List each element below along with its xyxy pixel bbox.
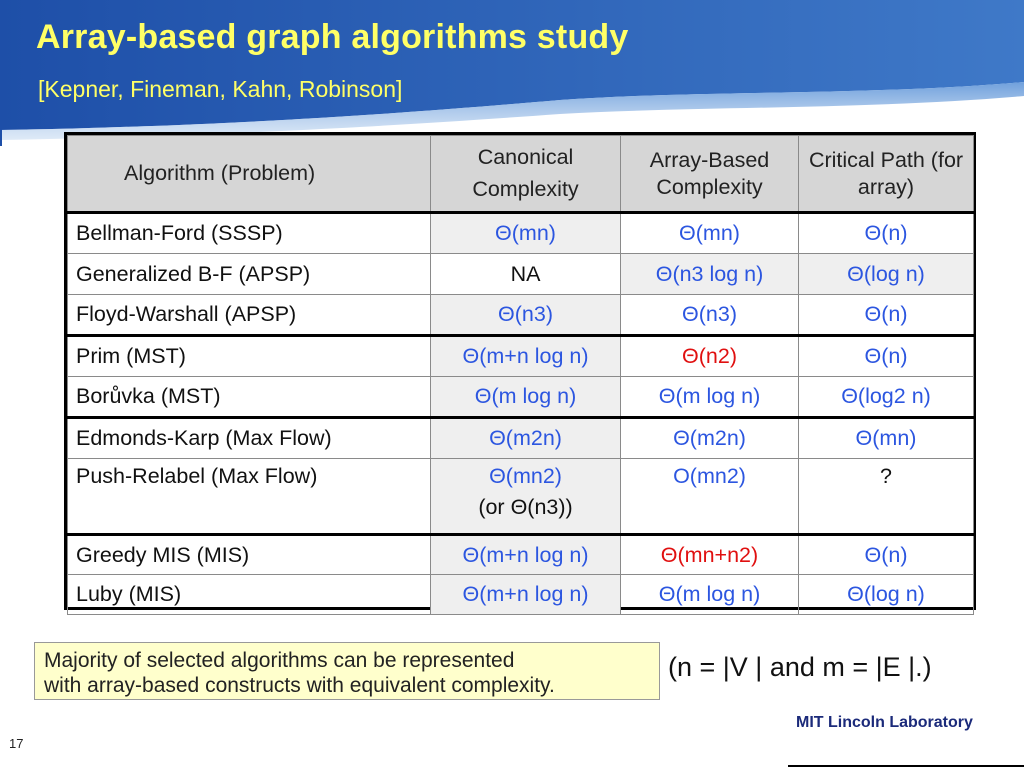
table-row: Floyd-Warshall (APSP) Θ(n3) Θ(n3) Θ(n) (67, 294, 974, 336)
algorithm-cell: Generalized B-F (APSP) (67, 253, 431, 295)
critical-cell: Θ(n) (798, 294, 974, 336)
slide-subtitle: [Kepner, Fineman, Kahn, Robinson] (38, 76, 403, 102)
critical-cell: Θ(n) (798, 334, 974, 377)
critical-cell: Θ(n) (798, 212, 974, 254)
table-row: Generalized B-F (APSP) NA Θ(n3 log n) Θ(… (67, 253, 974, 295)
algorithm-cell: Luby (MIS) (67, 574, 431, 615)
canonical-cell: Θ(m2n) (430, 416, 621, 459)
table-row: Luby (MIS) Θ(m+n log n) Θ(m log n) Θ(log… (67, 574, 974, 615)
array-cell: Θ(mn+n2) (620, 533, 799, 575)
canonical-cell: Θ(m+n log n) (430, 334, 621, 377)
algorithm-cell: Greedy MIS (MIS) (67, 533, 431, 575)
algorithm-cell: Borůvka (MST) (67, 376, 431, 418)
array-cell: Θ(n3) (620, 294, 799, 336)
table-row: Push-Relabel (Max Flow) Θ(mn2) (or Θ(n3)… (67, 458, 974, 535)
critical-cell: ? (798, 458, 974, 535)
header-critical-path: Critical Path (for array) (798, 135, 974, 214)
critical-cell: Θ(log2 n) (798, 376, 974, 418)
critical-cell: Θ(n) (798, 533, 974, 575)
complexity-table: Algorithm (Problem) Canonical Complexity… (64, 132, 976, 615)
header-algorithm: Algorithm (Problem) (67, 135, 431, 214)
array-cell: Θ(n3 log n) (620, 253, 799, 295)
array-cell: Θ(n2) (620, 334, 799, 377)
algorithm-cell: Edmonds-Karp (Max Flow) (67, 416, 431, 459)
array-cell: Θ(m log n) (620, 376, 799, 418)
algorithm-cell: Prim (MST) (67, 334, 431, 377)
canonical-cell: NA (430, 253, 621, 295)
canonical-cell: Θ(mn2) (or Θ(n3)) (430, 458, 621, 535)
table-row: Prim (MST) Θ(m+n log n) Θ(n2) Θ(n) (67, 334, 974, 377)
canonical-cell: Θ(m log n) (430, 376, 621, 418)
algorithm-cell: Bellman-Ford (SSSP) (67, 212, 431, 254)
critical-cell: Θ(log n) (798, 574, 974, 615)
page-number: 17 (9, 736, 24, 751)
canonical-primary: Θ(mn2) (489, 464, 562, 488)
table-row: Edmonds-Karp (Max Flow) Θ(m2n) Θ(m2n) Θ(… (67, 416, 974, 459)
header-canonical: Canonical Complexity (430, 135, 621, 214)
footer-divider (788, 765, 1024, 767)
algorithm-cell: Push-Relabel (Max Flow) (67, 458, 431, 535)
summary-line-1: Majority of selected algorithms can be r… (44, 649, 515, 672)
algorithm-cell: Floyd-Warshall (APSP) (67, 294, 431, 336)
canonical-cell: Θ(n3) (430, 294, 621, 336)
critical-cell: Θ(log n) (798, 253, 974, 295)
canonical-cell: Θ(m+n log n) (430, 574, 621, 615)
array-cell: O(mn2) (620, 458, 799, 535)
summary-line-2: with array-based constructs with equival… (44, 674, 555, 697)
org-logo: MIT Lincoln Laboratory (796, 714, 973, 731)
header-array-based: Array-Based Complexity (620, 135, 799, 214)
table-row: Greedy MIS (MIS) Θ(m+n log n) Θ(mn+n2) Θ… (67, 533, 974, 575)
canonical-alternative: (or Θ(n3)) (478, 494, 573, 519)
variable-definition-note: (n = |V | and m = |E |.) (668, 652, 932, 682)
array-cell: Θ(m2n) (620, 416, 799, 459)
array-cell: Θ(mn) (620, 212, 799, 254)
critical-cell: Θ(mn) (798, 416, 974, 459)
canonical-cell: Θ(m+n log n) (430, 533, 621, 575)
table-header-row: Algorithm (Problem) Canonical Complexity… (67, 135, 974, 214)
canonical-cell: Θ(mn) (430, 212, 621, 254)
slide-title: Array-based graph algorithms study (36, 18, 629, 56)
array-cell: Θ(m log n) (620, 574, 799, 615)
summary-box: Majority of selected algorithms can be r… (34, 642, 660, 700)
table-row: Borůvka (MST) Θ(m log n) Θ(m log n) Θ(lo… (67, 376, 974, 418)
header-background (0, 0, 1024, 146)
table-row: Bellman-Ford (SSSP) Θ(mn) Θ(mn) Θ(n) (67, 212, 974, 254)
